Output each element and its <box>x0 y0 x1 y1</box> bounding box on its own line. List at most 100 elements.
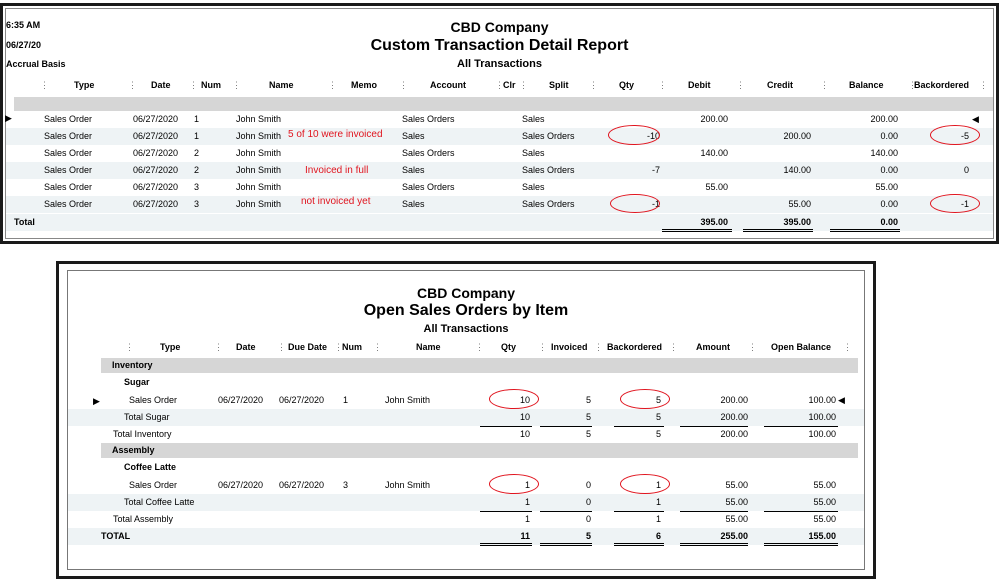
column-separator[interactable]: ⋮ <box>475 342 484 352</box>
cell-num: 1 <box>194 131 200 141</box>
column-separator[interactable]: ⋮ <box>519 80 528 90</box>
column-separator[interactable]: ⋮ <box>538 342 547 352</box>
column-separator[interactable]: ⋮ <box>334 342 343 352</box>
group-total-row[interactable]: Total Inventory 10 5 5 200.00 100.00 <box>68 426 864 443</box>
item-total-row[interactable]: Total Coffee Latte 1 0 1 55.00 55.00 <box>68 494 864 511</box>
column-header-type[interactable]: Type <box>160 342 181 352</box>
column-separator[interactable]: ⋮ <box>232 80 241 90</box>
column-header-split[interactable]: Split <box>549 80 569 90</box>
cell-invoiced: 0 <box>585 480 591 490</box>
annotation-circle <box>620 389 670 409</box>
table-row[interactable]: Sales Order 06/27/2020 1 John Smith Sale… <box>6 111 993 128</box>
column-separator[interactable]: ⋮ <box>373 342 382 352</box>
cell-type: Sales Order <box>44 148 93 158</box>
table-row[interactable]: Sales Order 06/27/2020 2 John Smith Sale… <box>6 162 993 179</box>
total-label: TOTAL <box>101 531 131 541</box>
item-total-label: Total Coffee Latte <box>124 497 195 507</box>
table-row[interactable]: Sales Order 06/27/2020 06/27/2020 1 John… <box>68 392 864 409</box>
cell-open-balance: 55.00 <box>813 514 836 524</box>
subtotal-underline <box>680 426 748 427</box>
report-frame: CBD Company Open Sales Orders by Item Al… <box>67 270 865 570</box>
column-header-backordered[interactable]: Backordered <box>914 80 970 90</box>
column-separator[interactable]: ⋮ <box>189 80 198 90</box>
column-header-open-balance[interactable]: Open Balance <box>771 342 832 352</box>
column-header-date[interactable]: Date <box>236 342 256 352</box>
column-separator[interactable]: ⋮ <box>277 342 286 352</box>
column-header-clr[interactable]: Clr <box>503 80 516 90</box>
column-separator[interactable]: ⋮ <box>328 80 337 90</box>
cell-split: Sales Orders <box>522 131 575 141</box>
cell-qty: 10 <box>519 412 530 422</box>
table-row[interactable]: Sales Order 06/27/2020 2 John Smith Sale… <box>6 145 993 162</box>
cell-num: 1 <box>194 114 200 124</box>
column-header-name[interactable]: Name <box>416 342 441 352</box>
column-header-date[interactable]: Date <box>151 80 171 90</box>
column-header-balance[interactable]: Balance <box>849 80 884 90</box>
annotation-note: Invoiced in full <box>305 165 369 176</box>
report-frame: 6:35 AM 06/27/20 Accrual Basis CBD Compa… <box>5 8 994 239</box>
column-header-qty[interactable]: Qty <box>619 80 635 90</box>
column-separator[interactable]: ⋮ <box>669 342 678 352</box>
total-double-underline <box>830 229 900 232</box>
column-header-num[interactable]: Num <box>342 342 362 352</box>
item-total-label: Total Sugar <box>124 412 170 422</box>
table-row[interactable]: Sales Order 06/27/2020 06/27/2020 3 John… <box>68 477 864 494</box>
column-header-invoiced[interactable]: Invoiced <box>551 342 588 352</box>
column-separator[interactable]: ⋮ <box>495 80 504 90</box>
column-separator[interactable]: ⋮ <box>399 80 408 90</box>
cell-debit: 140.00 <box>700 148 728 158</box>
column-header-qty[interactable]: Qty <box>501 342 517 352</box>
total-row[interactable]: TOTAL 11 5 6 255.00 155.00 <box>68 528 864 545</box>
annotation-note: not invoiced yet <box>301 196 371 207</box>
group-total-label: Total Assembly <box>113 514 174 524</box>
column-separator[interactable]: ⋮ <box>736 80 745 90</box>
triangle-left-icon: ◀ <box>838 395 845 405</box>
report-title: Custom Transaction Detail Report <box>370 37 629 54</box>
cell-open-balance: 100.00 <box>808 429 836 439</box>
cell-invoiced: 5 <box>585 429 591 439</box>
column-separator[interactable]: ⋮ <box>40 80 49 90</box>
column-header-num[interactable]: Num <box>201 80 221 90</box>
column-separator[interactable]: ⋮ <box>820 80 829 90</box>
column-header-account[interactable]: Account <box>430 80 466 90</box>
column-header-credit[interactable]: Credit <box>767 80 794 90</box>
table-row[interactable]: Sales Order 06/27/2020 3 John Smith Sale… <box>6 196 993 213</box>
column-header-amount[interactable]: Amount <box>696 342 730 352</box>
total-double-underline <box>614 543 664 546</box>
column-header-name[interactable]: Name <box>269 80 294 90</box>
column-header-memo[interactable]: Memo <box>351 80 378 90</box>
column-separator[interactable]: ⋮ <box>214 342 223 352</box>
total-double-underline <box>480 543 532 546</box>
total-row[interactable]: Total 395.00 395.00 0.00 <box>6 214 993 231</box>
total-backordered: 6 <box>655 531 661 541</box>
subtotal-underline <box>540 426 592 427</box>
cell-type: Sales Order <box>44 182 93 192</box>
group-band <box>101 358 858 373</box>
column-separator[interactable]: ⋮ <box>748 342 757 352</box>
column-separator[interactable]: ⋮ <box>128 80 137 90</box>
item-total-row[interactable]: Total Sugar 10 5 5 200.00 100.00 <box>68 409 864 426</box>
column-header-due-date[interactable]: Due Date <box>288 342 328 352</box>
column-header-backordered[interactable]: Backordered <box>607 342 663 352</box>
group-band <box>101 443 858 458</box>
cell-num: 1 <box>343 395 349 405</box>
column-header-debit[interactable]: Debit <box>688 80 711 90</box>
column-separator[interactable]: ⋮ <box>125 342 134 352</box>
column-separator[interactable]: ⋮ <box>594 342 603 352</box>
column-separator[interactable]: ⋮ <box>658 80 667 90</box>
column-header-type[interactable]: Type <box>74 80 95 90</box>
cell-backordered: 0 <box>963 165 969 175</box>
column-separator[interactable]: ⋮ <box>979 80 988 90</box>
cell-date: 06/27/2020 <box>133 148 179 158</box>
column-separator[interactable]: ⋮ <box>589 80 598 90</box>
group-total-row[interactable]: Total Assembly 1 0 1 55.00 55.00 <box>68 511 864 528</box>
table-row[interactable]: Sales Order 06/27/2020 1 John Smith Sale… <box>6 128 993 145</box>
table-row[interactable]: Sales Order 06/27/2020 3 John Smith Sale… <box>6 179 993 196</box>
subtotal-underline <box>764 511 838 512</box>
column-separator[interactable]: ⋮ <box>908 80 917 90</box>
cell-qty: 1 <box>524 497 530 507</box>
column-separator[interactable]: ⋮ <box>843 342 852 352</box>
cell-backordered: 5 <box>655 412 661 422</box>
cell-date: 06/27/2020 <box>218 395 264 405</box>
cell-due-date: 06/27/2020 <box>279 480 325 490</box>
